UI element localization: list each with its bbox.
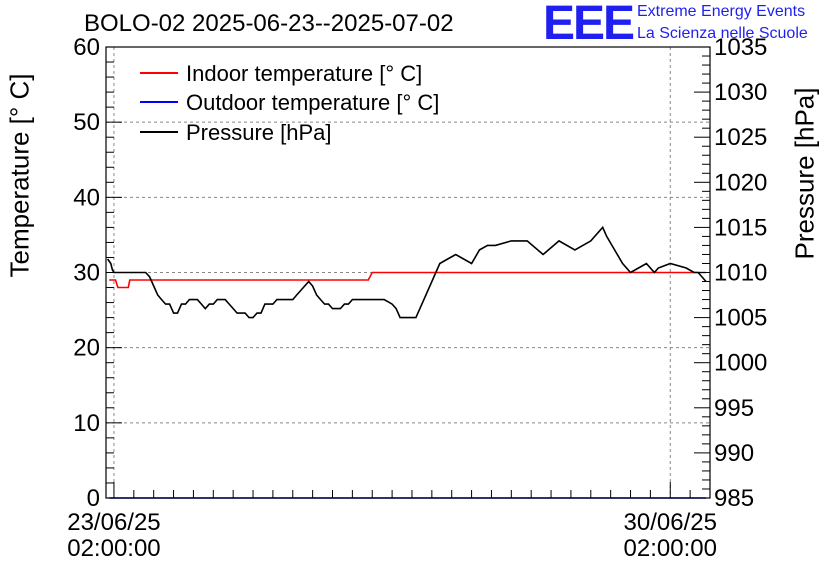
legend-label-pressure: Pressure [hPa]	[186, 120, 332, 145]
legend-label-indoor: Indoor temperature [° C]	[186, 61, 422, 86]
series-line-indoor	[109, 271, 706, 289]
legend: Indoor temperature [° C] Outdoor tempera…	[140, 61, 439, 145]
legend-label-outdoor: Outdoor temperature [° C]	[186, 90, 439, 115]
y-left-tick-label: 10	[73, 410, 100, 437]
y-left-tick-label: 60	[73, 34, 100, 61]
y-left-tick-label: 20	[73, 335, 100, 362]
y-right-tick-label: 990	[714, 440, 754, 467]
y-right-tick-label: 995	[714, 395, 754, 422]
logo-line-2: La Scienza nelle Scuole	[637, 25, 808, 42]
y-axis-label-right: Pressure [hPa]	[789, 87, 820, 260]
y-right-tick-label: 985	[714, 485, 754, 512]
series-layer	[106, 225, 707, 499]
y-right-tick-label: 1030	[714, 79, 767, 106]
y-right-tick-label: 1010	[714, 260, 767, 287]
x-tick-label-time: 02:00:00	[624, 535, 717, 562]
axes: 0102030405060985990995100010051010101510…	[67, 34, 767, 562]
y-right-tick-label: 1035	[714, 34, 767, 61]
y-right-tick-label: 1000	[714, 350, 767, 377]
y-left-tick-label: 50	[73, 109, 100, 136]
y-left-tick-label: 30	[73, 260, 100, 287]
y-left-tick-label: 0	[87, 485, 100, 512]
y-left-tick-label: 40	[73, 184, 100, 211]
chart-title: BOLO-02 2025-06-23--2025-07-02	[84, 10, 454, 37]
eee-logo: EEE	[543, 0, 635, 50]
x-tick-label-time: 02:00:00	[67, 535, 160, 562]
series-line-pressure	[106, 225, 707, 319]
y-right-tick-label: 1020	[714, 169, 767, 196]
x-tick-label-date: 23/06/25	[67, 509, 160, 536]
y-right-tick-label: 1025	[714, 124, 767, 151]
y-right-tick-label: 1005	[714, 305, 767, 332]
y-axis-label-left: Temperature [° C]	[4, 73, 35, 278]
x-tick-label-date: 30/06/25	[624, 509, 717, 536]
logo-line-1: Extreme Energy Events	[637, 3, 806, 20]
y-right-tick-label: 1015	[714, 214, 767, 241]
